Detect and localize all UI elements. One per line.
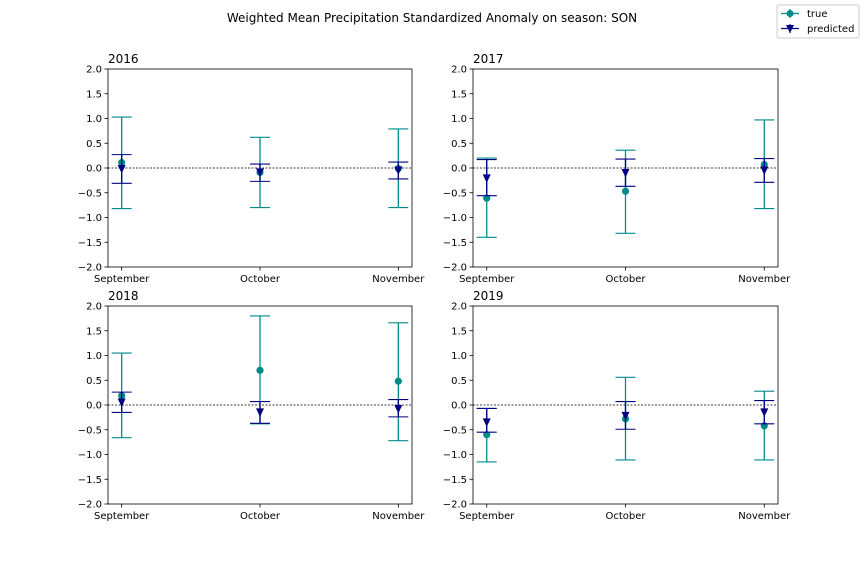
y-tick-label: 1.0	[86, 351, 102, 362]
data-point-predicted	[621, 411, 630, 421]
y-tick-label: 1.0	[451, 114, 467, 125]
data-point-predicted	[256, 168, 264, 177]
y-tick-label: 0.5	[451, 376, 467, 387]
y-tick-label: 1.0	[451, 351, 467, 362]
subplot-title: 2016	[108, 52, 139, 66]
x-tick-label: September	[459, 511, 515, 522]
data-point-predicted	[760, 408, 769, 417]
data-point-true	[256, 366, 264, 374]
x-tick-label: September	[94, 511, 150, 522]
data-point-predicted	[482, 174, 491, 183]
subplot-title: 2018	[108, 289, 139, 303]
data-point-predicted	[117, 164, 126, 174]
series-predicted	[111, 391, 409, 424]
axes-frame	[472, 68, 779, 268]
y-tick-label: −0.5	[78, 188, 102, 199]
y-tick-label: −1.0	[443, 450, 467, 461]
y-tick-label: −2.0	[443, 263, 467, 274]
y-tick-label: −1.5	[78, 238, 102, 249]
y-tick-label: 2.0	[86, 302, 102, 313]
y-tick-label: −0.5	[78, 425, 102, 436]
y-tick-label: 1.0	[86, 114, 102, 125]
legend-predicted-marker	[786, 25, 794, 33]
x-tick-label: October	[605, 274, 646, 285]
figure-title: Weighted Mean Precipitation Standardized…	[227, 11, 637, 25]
y-tick-label: 2.0	[451, 302, 467, 313]
x-tick-label: September	[94, 274, 150, 285]
legend-entry-true: true	[781, 9, 828, 20]
legend-entry-predicted: predicted	[781, 24, 854, 35]
x-tick-label: September	[459, 274, 515, 285]
x-tick-label: November	[372, 511, 425, 522]
series-predicted	[476, 158, 775, 197]
subplot-2019: 2019 2.0 1.5 1.0 0.5 0.0 −0.5 −1.0 −1.5 −2.0Septe…	[443, 289, 791, 522]
legend-true-marker	[786, 10, 794, 17]
y-tick-label: 0.0	[451, 164, 467, 175]
axes-frame	[107, 68, 413, 268]
axes-frame	[472, 305, 779, 505]
x-tick-label: November	[738, 511, 791, 522]
data-point-true	[394, 377, 402, 385]
y-tick-label: 1.5	[451, 326, 467, 337]
y-tick-label: 0.0	[86, 401, 102, 412]
data-point-true	[621, 187, 630, 195]
y-tick-label: −0.5	[443, 425, 467, 436]
x-tick-label: October	[240, 274, 281, 285]
series-predicted	[476, 399, 775, 433]
legend-predicted-label: predicted	[807, 24, 854, 35]
y-tick-label: −2.0	[78, 263, 102, 274]
y-tick-label: 2.0	[451, 65, 467, 76]
y-tick-label: −0.5	[443, 188, 467, 199]
y-tick-label: 1.5	[86, 89, 102, 100]
legend-true-label: true	[807, 9, 828, 20]
y-tick-label: 1.5	[451, 89, 467, 100]
y-tick-label: 0.5	[86, 139, 102, 150]
subplot-2016: 2016 2.0 1.5 1.0 0.5 0.0 −0.5 −1.0 −1.5 −2.0Septe…	[78, 52, 426, 285]
subplot-title: 2017	[473, 52, 504, 66]
data-point-predicted	[482, 418, 491, 427]
y-tick-label: −1.5	[78, 475, 102, 486]
subplot-2018: 2018 2.0 1.5 1.0 0.5 0.0 −0.5 −1.0 −1.5 −2.0Septe…	[78, 289, 426, 522]
y-tick-label: −1.0	[78, 450, 102, 461]
y-tick-label: 0.5	[86, 376, 102, 387]
series-predicted	[111, 154, 409, 184]
data-point-predicted	[394, 404, 403, 414]
data-point-predicted	[117, 398, 126, 408]
axes-frame	[107, 305, 413, 505]
subplot-title: 2019	[473, 289, 504, 303]
subplot-2017: 2017 2.0 1.5 1.0 0.5 0.0 −0.5 −1.0 −1.5 −2.0Septe…	[443, 52, 791, 285]
subplots: 20162.01.51.00.50.0−0.5−1.0−1.5−2.0Septe…	[78, 52, 791, 522]
y-tick-label: −1.5	[443, 475, 467, 486]
x-tick-label: October	[605, 511, 646, 522]
y-tick-label: −2.0	[78, 500, 102, 511]
data-point-predicted	[256, 408, 264, 417]
y-tick-label: 0.0	[451, 401, 467, 412]
x-tick-label: November	[738, 274, 791, 285]
y-tick-label: −1.0	[78, 213, 102, 224]
x-tick-label: October	[240, 511, 281, 522]
y-tick-label: 1.5	[86, 326, 102, 337]
data-point-predicted	[394, 166, 403, 175]
y-tick-label: 2.0	[86, 65, 102, 76]
y-tick-label: 0.5	[451, 139, 467, 150]
y-tick-label: 0.0	[86, 164, 102, 175]
data-point-predicted	[621, 168, 630, 178]
y-tick-label: −1.0	[443, 213, 467, 224]
x-tick-label: November	[372, 274, 425, 285]
data-point-true	[483, 194, 491, 202]
y-tick-label: −1.5	[443, 238, 467, 249]
data-point-predicted	[760, 166, 769, 175]
data-point-true	[483, 431, 491, 439]
legend: true predicted	[776, 4, 860, 39]
y-tick-label: −2.0	[443, 500, 467, 511]
